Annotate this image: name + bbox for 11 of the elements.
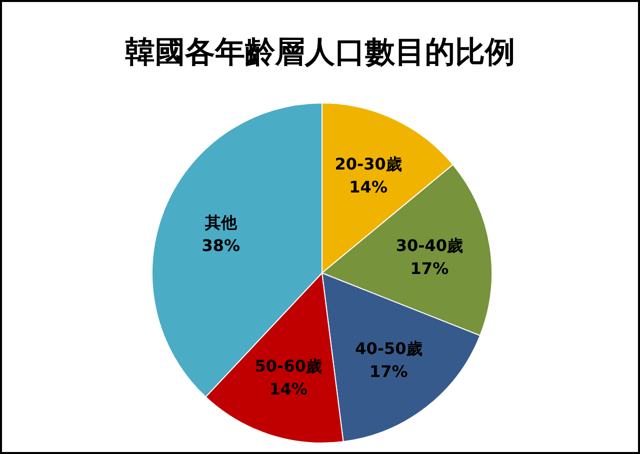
data-label: 38% [202,236,240,255]
data-label: 14% [269,379,308,398]
slice-label: 30-40歲 [396,236,464,255]
data-label: 14% [349,178,388,197]
slice-label: 50-60歲 [254,356,322,376]
slice-label: 20-30歲 [334,154,402,174]
data-label: 17% [370,362,408,381]
data-label: 17% [410,258,449,278]
chart-title: 韓國各年齡層人口數目的比例 [125,35,515,70]
slice-label: 其他 [204,212,238,232]
slice-label: 40-50歲 [355,338,422,358]
